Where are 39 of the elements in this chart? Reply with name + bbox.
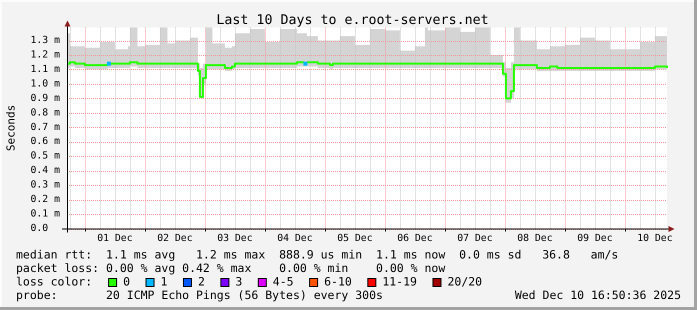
- y-tick-label: 1.1 m: [30, 64, 60, 75]
- y-tick-label: 0.7 m: [30, 122, 60, 133]
- x-tick-label: 04 Dec: [277, 233, 313, 244]
- y-tick-label: 0.2 m: [30, 194, 60, 206]
- y-tick-label: 1.2 m: [30, 49, 60, 60]
- text: median rtt: 1.1 ms avg 1.2 ms max 888.9 us min 1.1 ms now 0.0 ms sd 36.8 am/s: [16, 248, 618, 262]
- legend-label: 1: [160, 274, 168, 288]
- y-tick-label: 0.9 m: [30, 92, 60, 104]
- legend-title: loss color:: [16, 274, 92, 288]
- x-tick-label: 10 Dec: [637, 233, 673, 244]
- x-tick-label: 07 Dec: [457, 233, 493, 244]
- text: packet loss: 0.00 % avg 0.42 % max 0.00 % min 0.00 % now: [16, 261, 446, 275]
- legend-label: 6-10: [324, 274, 352, 288]
- text: probe: 20 ICMP Echo Pings (56 Bytes) every 300s: [16, 288, 383, 302]
- text: Wed Dec 10 16:50:36 2025: [514, 288, 681, 302]
- x-tick-label: 02 Dec: [157, 233, 193, 244]
- x-tick-label: 08 Dec: [517, 233, 553, 244]
- y-tick-label: 0.8 m: [30, 107, 60, 118]
- y-tick-label: 1.3 m: [30, 35, 60, 46]
- y-tick-label: 0.3 m: [30, 180, 60, 191]
- x-tick-label: 05 Dec: [337, 233, 373, 244]
- x-tick-label: 06 Dec: [397, 233, 433, 244]
- x-tick-label: 09 Dec: [577, 233, 613, 244]
- y-tick-label: 0.4 m: [30, 165, 60, 176]
- x-tick-label: 01 Dec: [97, 233, 133, 244]
- y-axis-title: Seconds: [4, 104, 18, 152]
- legend-label: 11-19: [382, 274, 418, 288]
- y-tick-label: 0.6 m: [30, 136, 60, 148]
- legend-label: 4-5: [272, 274, 294, 288]
- y-tick-label: 1.0 m: [30, 78, 60, 90]
- legend-label: 20/20: [447, 274, 482, 288]
- x-tick-label: 03 Dec: [217, 233, 253, 244]
- y-tick-label: 0.0: [30, 223, 48, 234]
- y-tick-label: 0.1 m: [30, 208, 60, 220]
- legend-label: 2: [198, 274, 205, 288]
- legend-label: 0: [123, 274, 130, 288]
- chart-title: Last 10 Days to e.root-servers.net: [216, 13, 489, 28]
- legend-label: 3: [235, 274, 242, 288]
- y-tick-label: 0.5 m: [30, 150, 60, 162]
